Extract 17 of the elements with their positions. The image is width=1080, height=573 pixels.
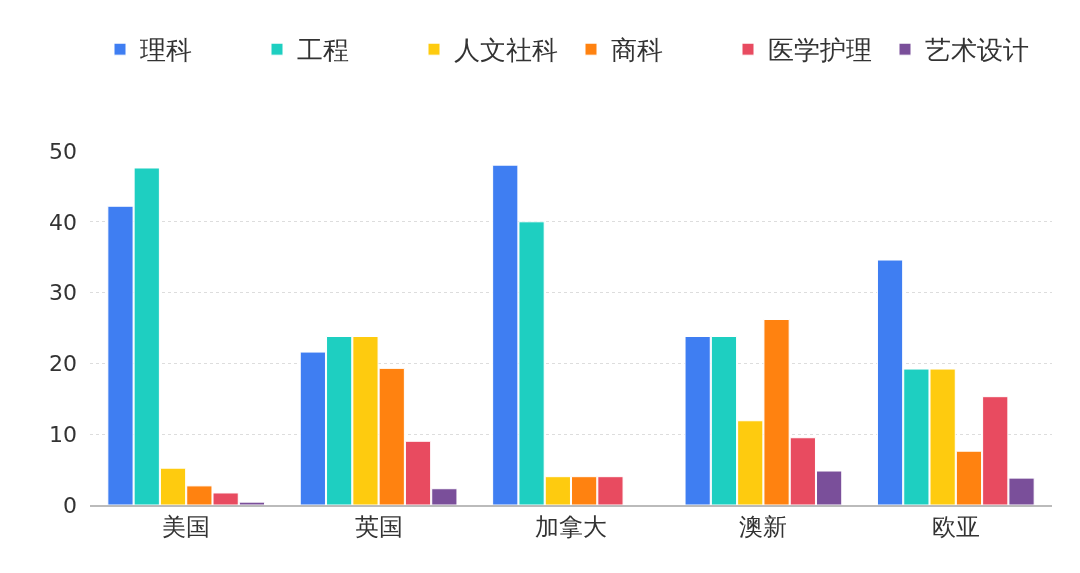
legend-label: 工程 [297, 35, 349, 66]
y-tick-label: 30 [49, 280, 77, 306]
legend-label: 商科 [611, 35, 663, 66]
y-tick-label: 10 [49, 421, 77, 447]
legend-label: 医学护理 [768, 35, 872, 66]
y-tick-label: 20 [49, 351, 77, 377]
y-tick-label: 50 [49, 138, 77, 164]
y-tick-label: 0 [63, 492, 77, 518]
legend-label: 人文社科 [454, 35, 558, 66]
x-tick-label: 加拿大 [535, 513, 607, 542]
x-tick-label: 英国 [354, 513, 403, 542]
x-tick-label: 欧亚 [931, 513, 980, 542]
x-tick-label: 美国 [162, 513, 211, 542]
legend-label: 理科 [140, 35, 192, 66]
x-tick-label: 澳新 [739, 513, 788, 542]
legend-label: 艺术设计 [925, 35, 1029, 66]
y-tick-label: 40 [49, 209, 77, 235]
